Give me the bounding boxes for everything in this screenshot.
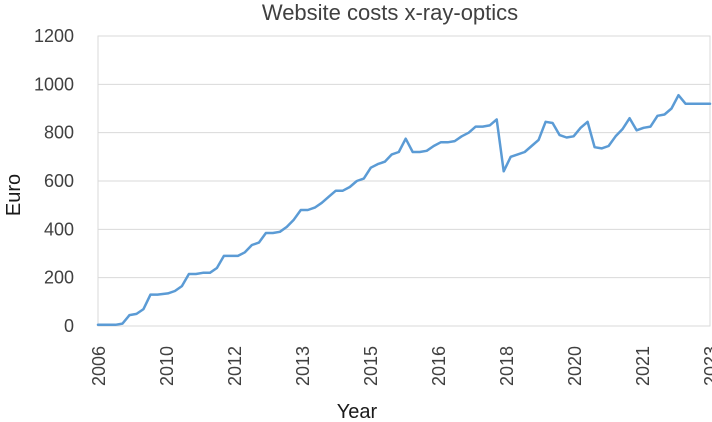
y-tick-label: 200 <box>44 268 74 288</box>
y-tick-label: 0 <box>64 316 74 336</box>
x-axis-label: Year <box>337 401 378 422</box>
y-tick-label: 600 <box>44 171 74 191</box>
x-tick-label: 2018 <box>497 346 517 386</box>
y-tick-label: 400 <box>44 219 74 239</box>
x-tick-label: 2016 <box>429 346 449 386</box>
x-tick-label: 2020 <box>565 346 585 386</box>
x-tick-label: 2006 <box>89 346 109 386</box>
plot-area <box>97 35 711 327</box>
x-tick-label: 2023 <box>701 346 712 386</box>
y-tick-label: 800 <box>44 123 74 143</box>
y-tick-label: 1000 <box>34 74 74 94</box>
gridlines <box>98 35 710 327</box>
x-tick-label: 2012 <box>225 346 245 386</box>
y-axis-label: Euro <box>3 174 25 216</box>
chart-title: Website costs x-ray-optics <box>262 0 518 25</box>
y-axis-ticks: 0 200 400 600 800 1000 1200 <box>34 26 74 336</box>
series-line <box>96 93 712 327</box>
y-tick-label: 1200 <box>34 26 74 46</box>
x-tick-label: 2013 <box>293 346 313 386</box>
x-tick-label: 2021 <box>633 346 653 386</box>
x-axis-ticks: 2006 2010 2012 2013 2015 2016 2018 2020 2021 2023 <box>89 346 712 386</box>
x-tick-label: 2010 <box>157 346 177 386</box>
x-tick-label: 2015 <box>361 346 381 386</box>
